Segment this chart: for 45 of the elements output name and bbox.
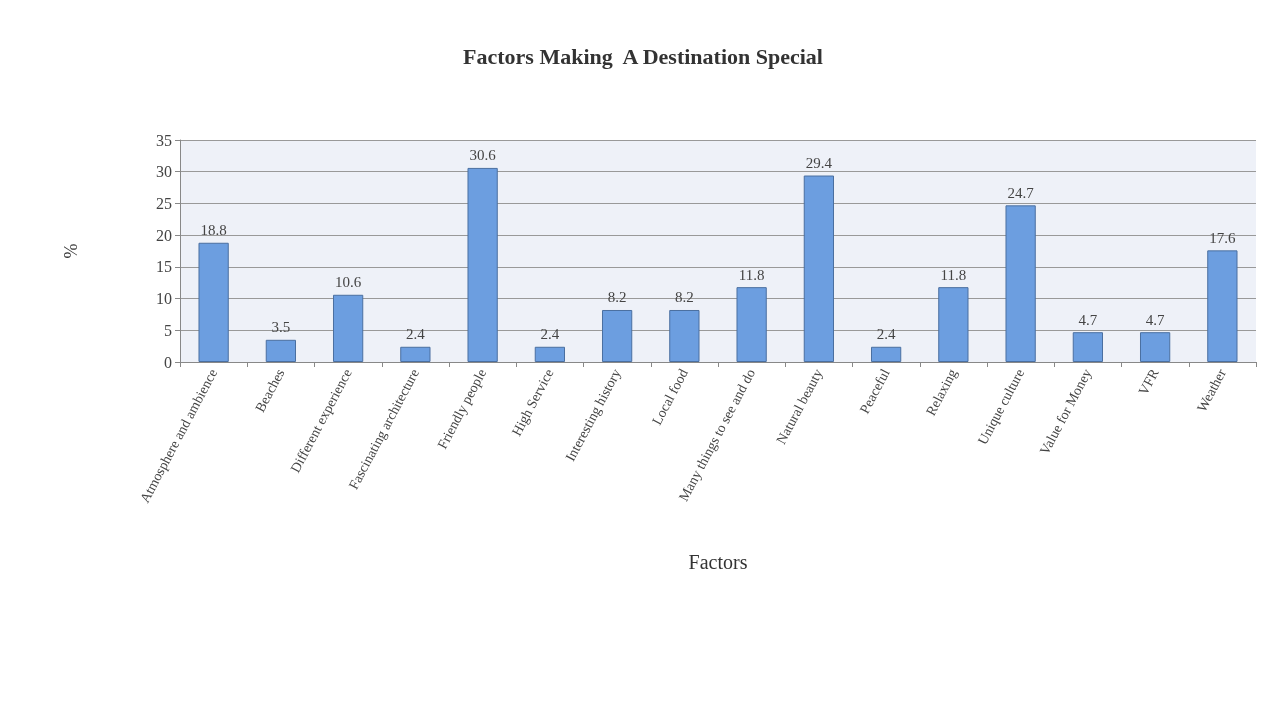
- bar: [669, 309, 700, 362]
- data-label: 2.4: [406, 326, 426, 343]
- data-label: 3.5: [271, 319, 291, 336]
- y-tick-label: 10: [156, 290, 172, 308]
- data-label: 24.7: [1007, 184, 1035, 201]
- bar: [534, 346, 566, 362]
- y-tick-label: 15: [156, 258, 172, 276]
- y-tick-label: 35: [156, 131, 172, 149]
- bar: [1139, 332, 1171, 362]
- data-label: 8.2: [675, 289, 694, 306]
- bar: [803, 175, 835, 362]
- bar: [265, 339, 297, 362]
- bar: [400, 346, 431, 362]
- bar: [1005, 205, 1036, 362]
- y-tick-label: 5: [164, 321, 172, 339]
- data-label: 2.4: [876, 326, 896, 343]
- data-label: 11.8: [738, 266, 765, 283]
- bar: [736, 287, 767, 362]
- x-tick-label: Local food: [649, 366, 691, 428]
- data-label: 18.8: [200, 222, 227, 239]
- y-tick-label: 25: [156, 194, 172, 212]
- y-tick-label: 20: [156, 226, 172, 244]
- bar: [1072, 332, 1104, 362]
- data-label: 10.6: [335, 274, 362, 291]
- y-axis-title: %: [61, 243, 81, 259]
- bar: [938, 287, 969, 362]
- data-label: 29.4: [805, 155, 833, 172]
- bar: [870, 346, 902, 362]
- data-label: 11.8: [940, 266, 967, 283]
- bar: [467, 167, 498, 362]
- x-axis-title: Factors: [688, 551, 748, 573]
- data-label: 30.6: [469, 147, 497, 164]
- data-label: 8.2: [607, 289, 627, 306]
- bar: [1207, 250, 1238, 362]
- data-label: 17.6: [1209, 229, 1236, 246]
- chart-title: Factors Making A Destination Special: [463, 43, 823, 69]
- bar: [198, 242, 229, 362]
- data-label: 4.7: [1078, 311, 1098, 328]
- data-label: 4.7: [1145, 311, 1165, 328]
- data-label: 2.4: [540, 326, 560, 343]
- x-tick-label: VFR: [1135, 365, 1163, 398]
- y-tick-label: 0: [164, 353, 172, 371]
- bar: [332, 294, 364, 362]
- bar: [601, 309, 633, 362]
- y-tick-label: 30: [156, 163, 172, 181]
